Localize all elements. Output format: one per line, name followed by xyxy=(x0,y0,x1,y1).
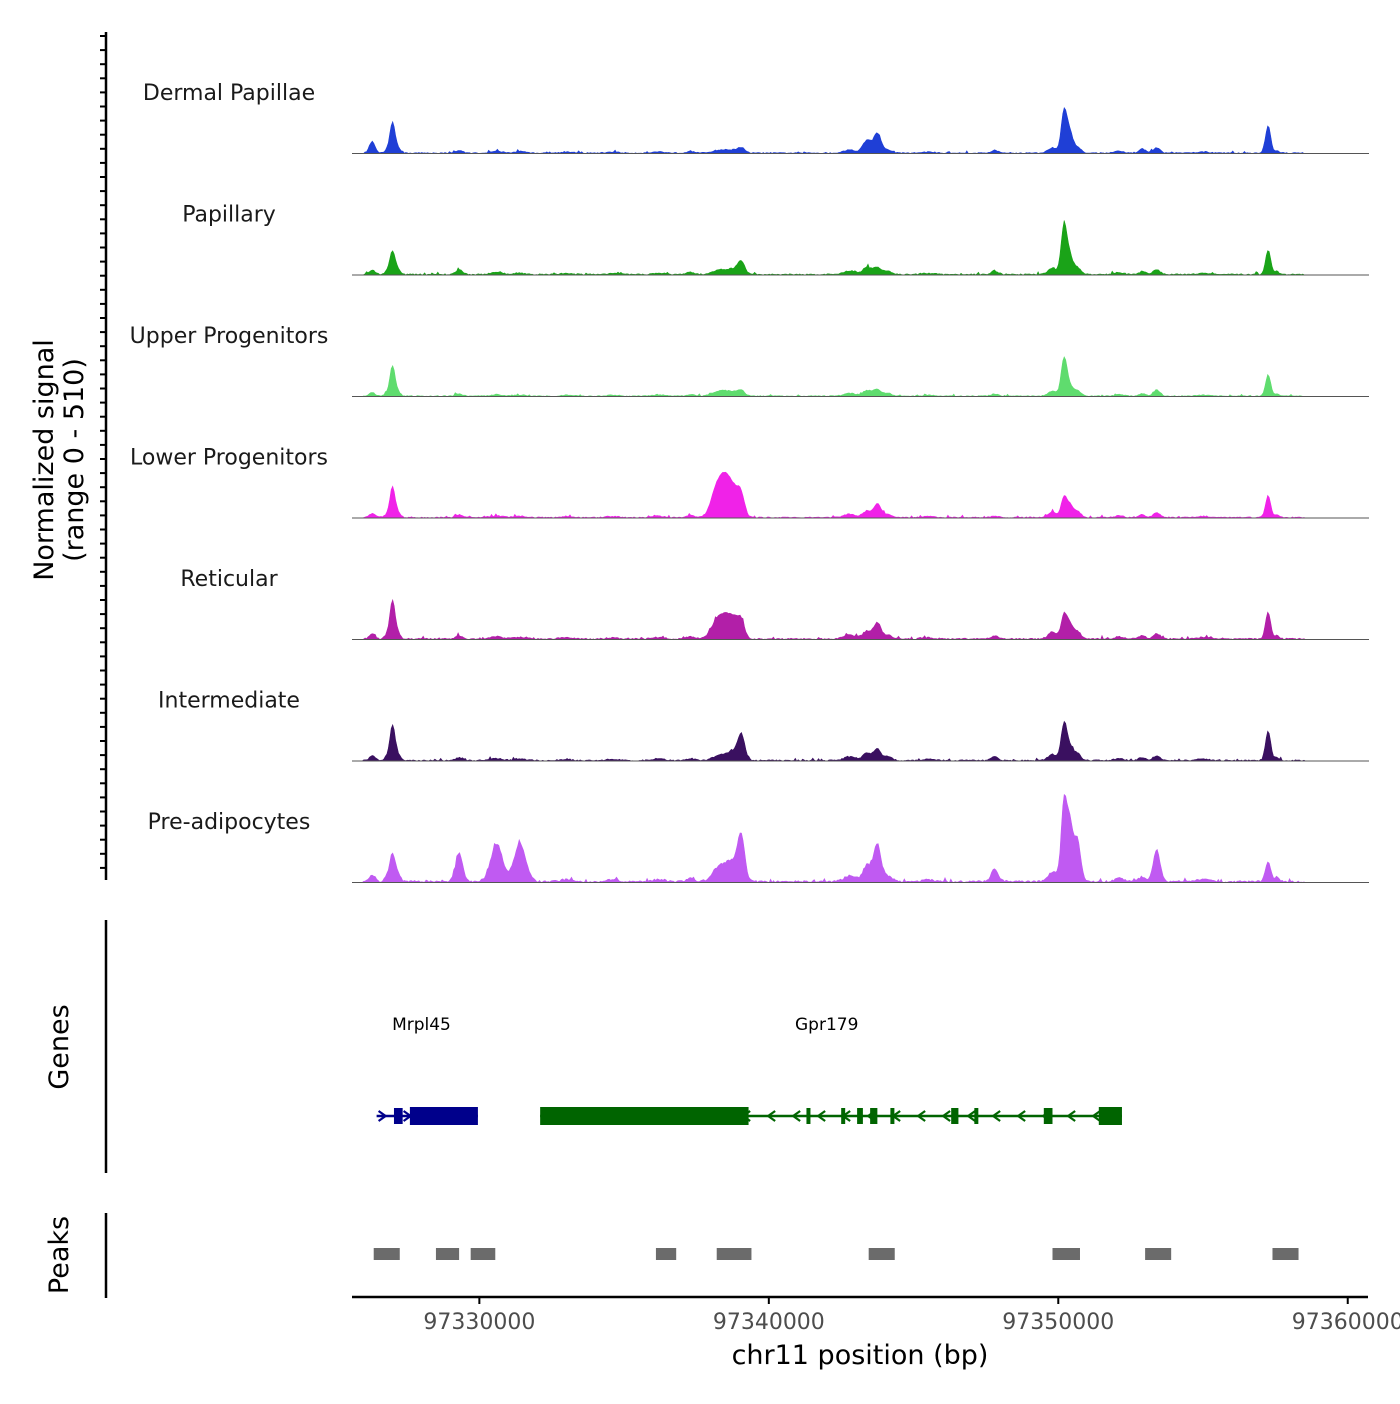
exon xyxy=(806,1108,811,1124)
track-reticular: Reticular xyxy=(180,567,1369,640)
peak-region xyxy=(373,1248,400,1260)
strand-arrow xyxy=(991,1110,1001,1122)
gene-mrpl45: Mrpl45 xyxy=(376,1015,478,1125)
peak-track xyxy=(104,1213,1299,1298)
coverage-area xyxy=(352,220,1368,276)
coverage-tracks: Dermal Papillae Papillary Upper Progenitor… xyxy=(130,81,1369,883)
peak-region xyxy=(1052,1248,1080,1260)
gene-label: Mrpl45 xyxy=(392,1015,451,1035)
track-label: Upper Progenitors xyxy=(130,324,329,349)
coverage-area xyxy=(352,720,1368,762)
gene-track: Mrpl45 Gpr179 xyxy=(104,920,1122,1173)
track-label: Lower Progenitors xyxy=(130,446,328,471)
x-tick-label: 97340000 xyxy=(713,1310,825,1335)
peak-region xyxy=(868,1248,895,1260)
x-tick-label: 97350000 xyxy=(1002,1310,1114,1335)
track-label: Reticular xyxy=(180,567,278,592)
track-papillary: Papillary xyxy=(182,203,1369,276)
coverage-area xyxy=(352,106,1368,154)
exon xyxy=(1043,1108,1053,1124)
track-label: Intermediate xyxy=(158,689,300,714)
x-axis: 97330000 97340000 97350000 97360000 xyxy=(352,1295,1400,1335)
track-lower-progenitors: Lower Progenitors xyxy=(130,446,1369,519)
strand-arrow xyxy=(816,1110,826,1122)
peak-region xyxy=(435,1248,460,1260)
exon xyxy=(409,1107,478,1125)
peak-region xyxy=(716,1248,752,1260)
exon xyxy=(951,1108,959,1124)
exon xyxy=(1098,1107,1122,1125)
peak-region xyxy=(1272,1248,1299,1260)
strand-arrow xyxy=(916,1110,926,1122)
x-tick-label: 97330000 xyxy=(423,1310,535,1335)
genes-axis-title: Genes xyxy=(44,1004,75,1089)
coverage-area xyxy=(352,793,1368,883)
exon xyxy=(857,1108,863,1124)
coverage-area xyxy=(352,598,1368,640)
track-label: Pre-adipocytes xyxy=(148,810,311,835)
track-dermal-papillae: Dermal Papillae xyxy=(143,81,1369,154)
strand-arrow xyxy=(377,1110,388,1122)
gene-label: Gpr179 xyxy=(795,1015,858,1035)
x-axis-title: chr11 position (bp) xyxy=(732,1340,989,1371)
track-intermediate: Intermediate xyxy=(158,689,1369,762)
y-axis-title-line1: Normalized signal xyxy=(29,339,60,581)
strand-arrow xyxy=(1066,1110,1076,1122)
exon xyxy=(890,1108,895,1124)
coverage-area xyxy=(352,356,1368,397)
strand-arrow xyxy=(766,1110,776,1122)
exon xyxy=(841,1108,846,1124)
strand-arrow xyxy=(791,1110,801,1122)
peak-region xyxy=(1145,1248,1172,1260)
strand-arrow xyxy=(966,1110,976,1122)
track-pre-adipocytes: Pre-adipocytes xyxy=(148,793,1369,883)
signal-y-axis xyxy=(100,32,108,880)
track-upper-progenitors: Upper Progenitors xyxy=(130,324,1369,397)
peaks-axis-title: Peaks xyxy=(44,1216,75,1294)
strand-arrow xyxy=(1091,1110,1101,1122)
track-label: Papillary xyxy=(182,203,276,228)
peak-region xyxy=(470,1248,496,1260)
strand-arrow xyxy=(941,1110,951,1122)
x-tick-label: 97360000 xyxy=(1292,1310,1400,1335)
exon xyxy=(974,1108,979,1124)
coverage-area xyxy=(352,471,1368,519)
gene-gpr179: Gpr179 xyxy=(540,1015,1122,1125)
y-axis-title-line2: (range 0 - 510) xyxy=(59,358,90,562)
exon xyxy=(540,1107,749,1125)
peak-region xyxy=(655,1248,677,1260)
track-label: Dermal Papillae xyxy=(143,81,315,106)
exon xyxy=(870,1108,878,1124)
exon xyxy=(393,1108,403,1124)
strand-arrow xyxy=(1016,1110,1026,1122)
